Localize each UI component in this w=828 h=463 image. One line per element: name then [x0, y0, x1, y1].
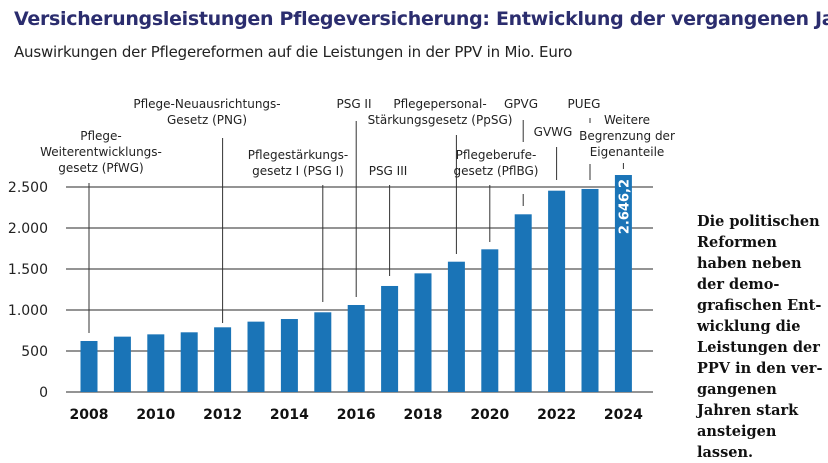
- bar-2021: [514, 214, 532, 392]
- bar-2010: [147, 334, 165, 392]
- annotation-label: Begrenzung der: [579, 129, 675, 143]
- x-tick-label: 2010: [136, 407, 175, 423]
- y-tick-label: 1.500: [8, 262, 48, 278]
- bar-2017: [381, 285, 399, 392]
- bar-2018: [414, 273, 432, 392]
- bar-2024: [614, 175, 632, 392]
- annotation-label: Pflegeberufe-: [456, 148, 537, 162]
- bar-2011: [180, 332, 198, 392]
- annotation-label: gesetz (PfWG): [58, 161, 143, 175]
- y-tick-label: 2.500: [8, 180, 48, 196]
- bar-2013: [247, 321, 265, 392]
- y-tick-label: 1.000: [8, 303, 48, 319]
- annotation-label: Pflege-: [80, 129, 122, 143]
- annotation-label: GPVG: [504, 97, 538, 111]
- annotation-label: gesetz I (PSG I): [252, 164, 344, 178]
- x-tick-label: 2008: [70, 407, 109, 423]
- chart-subtitle: Auswirkungen der Pflegereformen auf die …: [14, 43, 573, 61]
- y-tick-label: 500: [21, 344, 48, 360]
- annotation-label: gesetz (PflBG): [454, 164, 539, 178]
- x-tick-label: 2024: [604, 407, 643, 423]
- y-tick-label: 0: [39, 385, 48, 401]
- annotation-label: Pflegepersonal-: [393, 97, 486, 111]
- annotation-label: Pflege-Neuausrichtungs-: [133, 97, 280, 111]
- x-tick-label: 2022: [537, 407, 576, 423]
- bar-2012: [214, 327, 232, 392]
- bar-2019: [447, 261, 465, 392]
- bar-2015: [314, 312, 332, 392]
- bar-2020: [481, 249, 499, 392]
- annotation-label: PUEG: [568, 97, 601, 111]
- bar-chart: 0 500 1.000 1.500 2.000 2.500 Pflege- Weiterent…: [8, 97, 675, 423]
- annotation-label: Weitere: [604, 113, 650, 127]
- annotation-label: GVWG: [534, 125, 573, 139]
- annotation-label: PSG II: [336, 97, 371, 111]
- annotation-label: Gesetz (PNG): [167, 113, 247, 127]
- bar-2009: [113, 336, 131, 392]
- bar-2008: [80, 340, 98, 392]
- x-tick-label: 2014: [270, 407, 309, 423]
- y-tick-label: 2.000: [8, 221, 48, 237]
- x-tick-label: 2020: [470, 407, 509, 423]
- side-note: Die politischen Reformen haben neben der…: [697, 213, 823, 461]
- annotation-label: PSG III: [369, 164, 408, 178]
- bar-2022: [548, 190, 566, 392]
- bar-2023: [581, 188, 599, 392]
- bar-2014: [280, 319, 298, 392]
- x-tick-label: 2018: [404, 407, 443, 423]
- x-tick-label: 2016: [337, 407, 376, 423]
- annotation-label: Pflegestärkungs-: [248, 148, 348, 162]
- bar-2016: [347, 304, 365, 392]
- data-label: 2.646,2: [617, 179, 632, 234]
- annotation-label: Stärkungsgesetz (PpSG): [368, 113, 513, 127]
- chart-title: Versicherungsleistungen Pflegeversicheru…: [14, 8, 828, 30]
- x-tick-label: 2012: [203, 407, 242, 423]
- annotation-label: Weiterentwicklungs-: [40, 145, 162, 159]
- annotation-label: Eigenanteile: [590, 145, 665, 159]
